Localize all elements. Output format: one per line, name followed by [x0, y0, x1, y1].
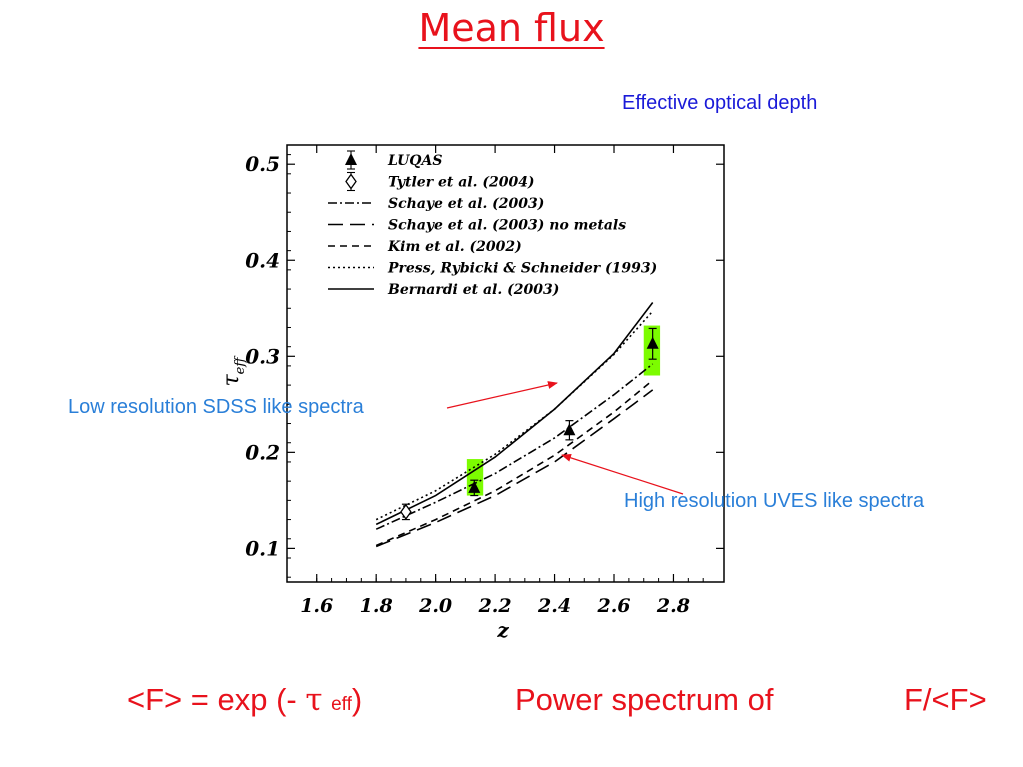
legend-label: Kim et al. (2002): [387, 239, 522, 255]
plot-frame: [286, 144, 725, 583]
y-tick-label: 0.1: [245, 536, 280, 560]
formula-subscript: eff: [331, 694, 352, 715]
legend-label: Schaye et al. (2003) no metals: [388, 218, 626, 234]
series-line: [375, 389, 654, 548]
note-high-resolution: High resolution UVES like spectra: [624, 490, 925, 512]
series-line: [375, 363, 654, 530]
subtitle: Effective optical depth: [622, 92, 818, 114]
legend-label: Press, Rybicki & Schneider (1993): [387, 261, 657, 277]
formula-close: ): [351, 682, 363, 717]
x-axis-label: z: [496, 618, 509, 642]
x-tick-label: 1.6: [300, 595, 333, 617]
tau-symbol: τ: [305, 682, 323, 718]
y-axis-label-symbol: τ: [219, 374, 244, 387]
y-axis-label: τeff: [219, 355, 248, 387]
note-low-resolution: Low resolution SDSS like spectra: [68, 396, 364, 418]
x-tick-label: 1.8: [360, 595, 393, 617]
legend-label: LUQAS: [387, 153, 442, 169]
slide-title: Mean flux: [418, 6, 605, 50]
x-tick-label: 2.2: [478, 595, 512, 617]
legend-label: Tytler et al. (2004): [388, 175, 535, 191]
highlight-box: [643, 325, 661, 376]
flux-ratio-text: F/<F>: [904, 682, 987, 717]
y-tick-label: 0.4: [245, 248, 280, 272]
svg-text:τeff: τeff: [219, 355, 248, 387]
x-tick-label: 2.0: [418, 595, 452, 617]
y-axis-label-subscript: eff: [233, 355, 248, 375]
power-spectrum-text: Power spectrum of: [515, 682, 774, 717]
legend-label: Schaye et al. (2003): [388, 196, 544, 212]
x-tick-label: 2.8: [656, 595, 690, 617]
point-marker: [468, 480, 481, 493]
point-marker: [400, 503, 412, 521]
y-tick-label: 0.3: [245, 344, 280, 368]
x-tick-label: 2.4: [537, 595, 571, 617]
mean-flux-formula: <F> = exp (- τ eff): [127, 682, 362, 718]
y-tick-label: 0.2: [245, 440, 280, 464]
series-line: [375, 302, 654, 526]
formula-left: <F> = exp (-: [127, 682, 306, 717]
series-line: [375, 310, 654, 521]
point-marker: [345, 173, 357, 190]
legend-label: Bernardi et al. (2003): [387, 282, 559, 298]
point-marker: [563, 423, 576, 436]
y-tick-label: 0.5: [245, 152, 280, 176]
arrow-low-resolution: [446, 381, 558, 409]
point-marker: [646, 336, 659, 349]
point-marker: [345, 153, 357, 165]
arrow-high-resolution: [561, 453, 684, 495]
x-tick-label: 2.6: [596, 595, 630, 617]
series-line: [375, 379, 654, 547]
